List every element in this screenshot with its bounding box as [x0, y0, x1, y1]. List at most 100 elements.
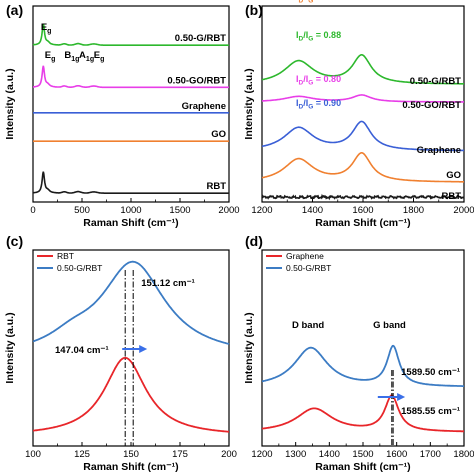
panel-label-a: (a)	[6, 2, 23, 18]
series-label-a: 0.50-GO/RBT	[167, 75, 226, 86]
ratio-G: G	[308, 80, 313, 87]
ticks-b: 1200 1400 1600 1800 2000	[251, 198, 474, 216]
ticks-a: 0 500 1000 1500 2000	[30, 198, 240, 216]
peak-label-a: Eg	[94, 50, 105, 63]
x-axis-label-b: Raman Shift (cm⁻¹)	[315, 217, 410, 229]
panel-d: (d) 1200 1300 1400 1500 1600 1700 1800 Graphen…	[243, 233, 474, 473]
ratio-G: G	[308, 0, 313, 5]
series-line-a-0.50-GO/RBT	[33, 65, 229, 89]
y-axis-label-a: Intensity (a.u.)	[4, 68, 16, 139]
x-tick-label-c: 200	[221, 449, 237, 460]
series-label-a: Graphene	[182, 101, 226, 112]
series-label-a: RBT	[206, 181, 226, 192]
x-tick-label-b: 1200	[251, 205, 272, 216]
panel-label-b: (b)	[245, 2, 263, 18]
annotation-c-147: 147.04 cm⁻¹	[55, 345, 109, 356]
ratio-I: I	[296, 0, 299, 2]
peak-label-a: A1g	[79, 50, 94, 63]
series-label-b: 0.50-GO/RBT	[402, 100, 461, 111]
annotation-d-dband: D band	[292, 320, 324, 331]
ratio-slash: /I	[303, 30, 308, 40]
ratio-I: I	[296, 30, 299, 40]
lines-a	[32, 23, 229, 194]
id-ig-ratio-label: ID/IG = 0.82	[296, 0, 341, 5]
peak-label-a: Eg	[45, 50, 56, 63]
legend-label-d: 0.50-G/RBT	[286, 263, 331, 273]
annotation-c-151: 151.12 cm⁻¹	[141, 278, 195, 289]
x-tick-label-d: 1800	[453, 449, 474, 460]
shift-arrow-head-c	[139, 345, 148, 353]
peak-label-sub-a: g	[51, 56, 55, 63]
labels-d: Graphene 0.50-G/RBT D band G band 1589.50 cm…	[266, 251, 460, 417]
peak-label-a: B1g	[64, 50, 79, 63]
x-tick-label-a: 1500	[169, 205, 190, 216]
series-line-b-RBT	[261, 193, 465, 201]
panel-label-c: (c)	[6, 233, 23, 249]
series-label-b: GO	[446, 170, 461, 181]
ratio-value: = 0.88	[313, 30, 341, 40]
ratio-D: D	[299, 80, 304, 87]
labels-c: RBT 0.50-G/RBT 151.12 cm⁻¹ 147.04 cm⁻¹	[37, 251, 195, 356]
series-line-b-0.50-GO/RBT	[262, 94, 464, 103]
legend-label-c: 0.50-G/RBT	[57, 263, 102, 273]
series-line-d-graphene	[261, 394, 464, 433]
series-line-c-rbt	[33, 356, 229, 433]
x-tick-label-d: 1400	[319, 449, 340, 460]
series-line-b-Graphene	[261, 120, 464, 152]
x-tick-label-c: 100	[25, 449, 41, 460]
x-tick-label-b: 1400	[302, 205, 323, 216]
peak-label-sub-a: 1g	[86, 56, 94, 63]
ratio-value: = 0.82	[313, 0, 341, 2]
ratio-D: D	[299, 0, 304, 5]
x-tick-label-d: 1700	[420, 449, 441, 460]
ticks-d: 1200 1300 1400 1500 1600 1700 1800	[251, 442, 474, 460]
peak-label-sub-a: g	[47, 28, 51, 35]
series-line-b-0.50-G/RBT	[261, 54, 464, 85]
x-tick-label-d: 1300	[285, 449, 306, 460]
series-label-a: 0.50-G/RBT	[175, 33, 226, 44]
x-axis-label-c: Raman Shift (cm⁻¹)	[83, 461, 178, 473]
shift-arrow-head-d	[397, 393, 406, 401]
annotation-d-1589: 1589.50 cm⁻¹	[401, 367, 460, 378]
panel-label-d: (d)	[245, 233, 263, 249]
x-tick-label-d: 1500	[352, 449, 373, 460]
series-line-c-g-rbt	[32, 260, 230, 345]
series-label-b: Graphene	[417, 145, 461, 156]
ratio-value: = 0.90	[313, 98, 341, 108]
series-line-d-g-rbt	[261, 344, 464, 387]
ratio-value: = 0.80	[313, 74, 341, 84]
x-axis-label-a: Raman Shift (cm⁻¹)	[83, 217, 178, 229]
series-label-b: 0.50-G/RBT	[410, 76, 461, 87]
ratio-G: G	[308, 36, 313, 43]
y-axis-label-b: Intensity (a.u.)	[243, 68, 255, 139]
x-tick-label-a: 500	[74, 205, 90, 216]
x-tick-label-c: 175	[172, 449, 188, 460]
x-axis-label-d: Raman Shift (cm⁻¹)	[315, 461, 410, 473]
y-axis-label-d: Intensity (a.u.)	[243, 312, 255, 383]
ratio-slash: /I	[303, 74, 308, 84]
legend-label-d: Graphene	[286, 251, 324, 261]
ratio-G: G	[308, 104, 313, 111]
lines-c	[32, 260, 230, 446]
panel-a: (a) 0 500 1000 1500 2000 0.50-G/RBT 0.50-GO/R…	[4, 2, 240, 229]
series-line-a-RBT	[33, 171, 229, 194]
lines-b	[261, 54, 465, 201]
ratio-D: D	[299, 36, 304, 43]
ticks-c: 100 125 150 175 200	[25, 442, 237, 460]
x-tick-label-c: 150	[123, 449, 139, 460]
x-tick-label-b: 1600	[352, 205, 373, 216]
series-line-b-GO	[261, 152, 464, 183]
series-label-b: RBT	[441, 191, 461, 202]
peak-label-sub-a: g	[100, 56, 104, 63]
series-line-a-0.50-G/RBT	[32, 23, 229, 46]
peak-label-sub-a: 1g	[71, 56, 79, 63]
lines-d	[261, 344, 464, 446]
x-tick-label-c: 125	[74, 449, 90, 460]
x-tick-label-d: 1200	[251, 449, 272, 460]
annotation-d-1585: 1585.55 cm⁻¹	[401, 406, 460, 417]
series-label-a: GO	[211, 129, 226, 140]
id-ig-ratio-label: ID/IG = 0.90	[296, 98, 341, 111]
x-tick-label-a: 0	[30, 205, 35, 216]
